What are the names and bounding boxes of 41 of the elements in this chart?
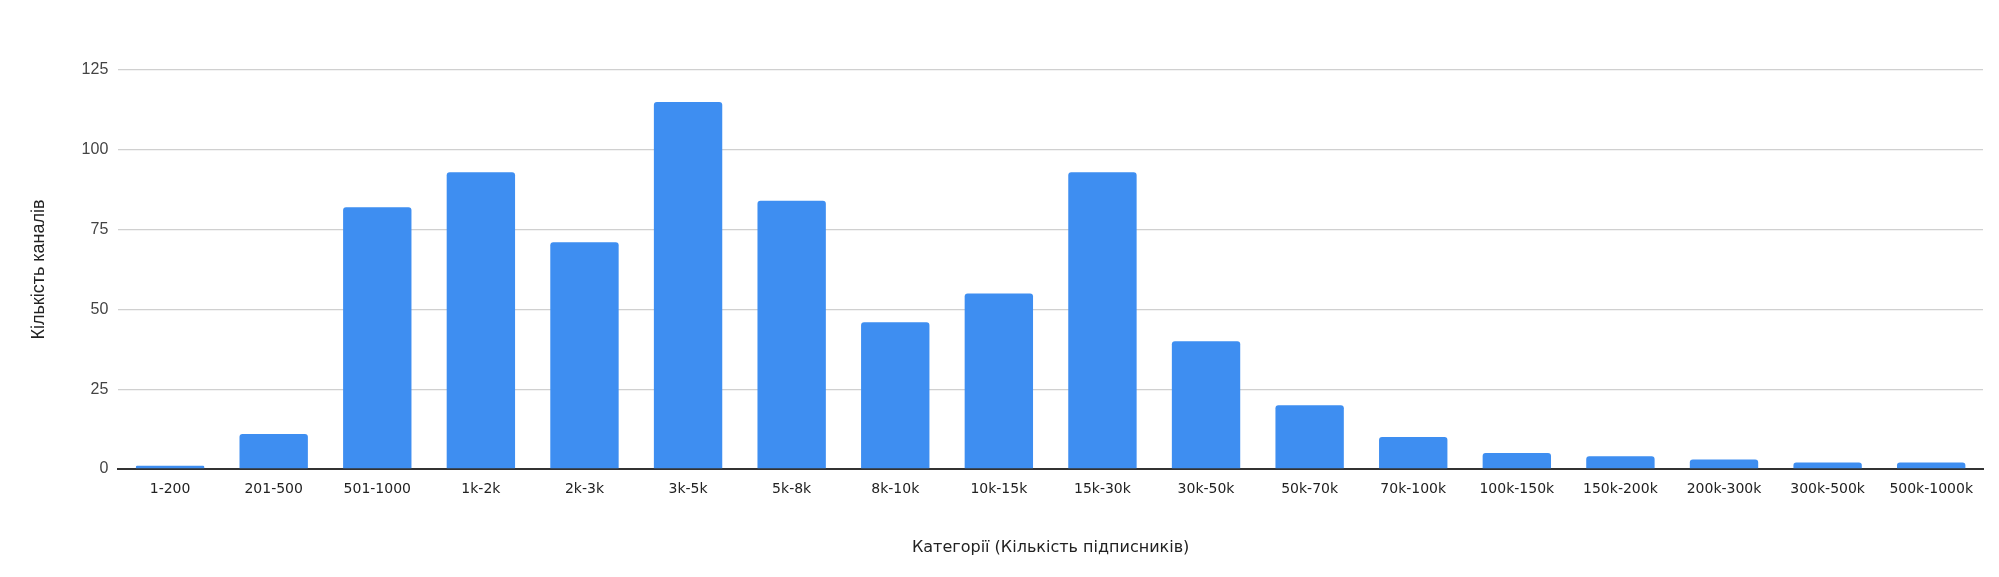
bar (1482, 453, 1552, 469)
bar (653, 101, 723, 469)
bar (1379, 437, 1448, 469)
x-axis-title: Категорії (Кількість підписників) (911, 536, 1190, 556)
bar (343, 207, 412, 469)
y-tick-label: 25 (90, 379, 109, 397)
y-tick-label: 125 (81, 60, 109, 78)
x-tick-label: 200k-300k (1686, 480, 1763, 497)
x-tick-label: 8k-10k (871, 480, 921, 497)
y-tick-label: 100 (81, 140, 109, 158)
x-tick-label: 100k-150k (1479, 480, 1556, 497)
x-tick-label: 5k-8k (772, 480, 813, 497)
bar (1586, 456, 1655, 469)
bar (446, 172, 516, 469)
x-tick-label: 500k-1000k (1889, 480, 1974, 497)
x-tick-label: 30k-50k (1177, 480, 1236, 497)
x-tick-label: 2k-3k (564, 480, 605, 497)
x-tick-label: 70k-100k (1380, 480, 1448, 497)
x-tick-label: 150k-200k (1583, 480, 1659, 497)
bar (1275, 405, 1344, 469)
x-tick-label: 300k-500k (1790, 480, 1866, 497)
y-tick-label: 75 (90, 220, 109, 238)
y-axis-title: Кількість каналів (27, 199, 48, 340)
x-tick-label: 1-200 (149, 480, 191, 497)
bar (550, 242, 619, 469)
x-tick-label: 10k-15k (970, 480, 1029, 497)
x-tick-label: 3k-5k (668, 480, 709, 497)
bar (1689, 459, 1759, 469)
bar (757, 200, 826, 469)
x-tick-label: 501-1000 (343, 480, 411, 497)
bar (964, 293, 1034, 469)
bar (239, 433, 308, 469)
x-tick-label: 50k-70k (1281, 480, 1339, 497)
x-tick-label: 201-500 (244, 480, 303, 497)
y-tick-label: 50 (90, 299, 109, 317)
y-tick-label: 0 (99, 459, 109, 477)
x-tick-label: 15k-30k (1073, 480, 1132, 497)
bar (1068, 172, 1137, 469)
bar (1171, 341, 1241, 469)
bar (861, 322, 930, 469)
x-tick-label: 1k-2k (461, 480, 502, 497)
